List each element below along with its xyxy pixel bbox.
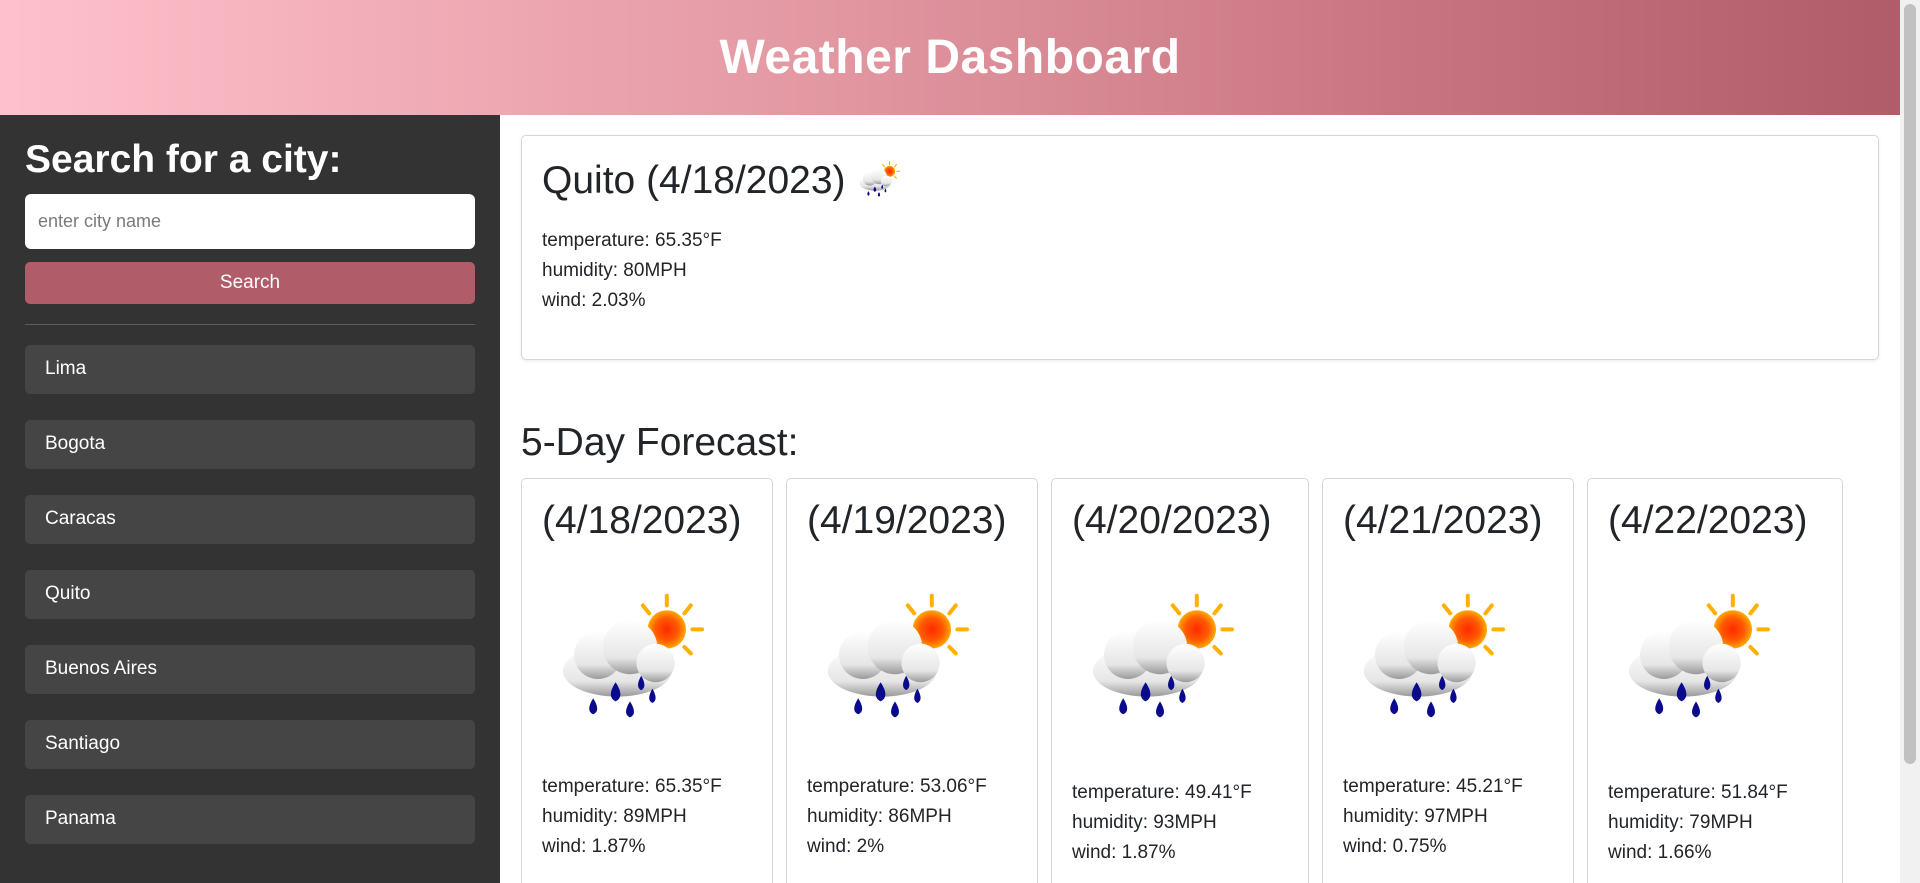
forecast-temperature: temperature: 45.21°F (1343, 776, 1523, 797)
forecast-temperature: temperature: 53.06°F (807, 776, 987, 797)
page-scrollbar[interactable] (1900, 0, 1920, 883)
city-item-quito[interactable]: Quito (25, 569, 475, 619)
current-title: Quito (4/18/2023) (542, 158, 1858, 204)
forecast-heading: 5-Day Forecast: (521, 421, 799, 464)
search-button[interactable]: Search (25, 261, 475, 304)
current-date: (4/18/2023) (646, 159, 846, 202)
app-header: Weather Dashboard (0, 0, 1900, 115)
forecast-stats: temperature: 45.21°F humidity: 97MPH win… (1343, 772, 1523, 862)
sidebar: Search for a city: Search Lima Bogota Ca… (0, 115, 500, 883)
current-wind: wind: 2.03% (542, 290, 646, 311)
rain-sun-icon (1616, 583, 1776, 743)
current-temperature: temperature: 65.35°F (542, 230, 722, 251)
city-item-caracas[interactable]: Caracas (25, 494, 475, 544)
forecast-row: (4/18/2023) temperature: 65.35°F humidit… (521, 478, 1856, 883)
forecast-wind: wind: 0.75% (1343, 836, 1447, 857)
rain-sun-icon (1351, 583, 1511, 743)
search-heading: Search for a city: (25, 138, 342, 181)
main-content: Quito (4/18/2023) temperature: 65.35°F h… (500, 115, 1900, 883)
forecast-temperature: temperature: 65.35°F (542, 776, 722, 797)
forecast-stats: temperature: 65.35°F humidity: 89MPH win… (542, 772, 722, 862)
current-weather-card: Quito (4/18/2023) temperature: 65.35°F h… (521, 135, 1879, 360)
forecast-date: (4/22/2023) (1608, 499, 1808, 542)
forecast-stats: temperature: 49.41°F humidity: 93MPH win… (1072, 778, 1252, 868)
forecast-wind: wind: 1.66% (1608, 842, 1712, 863)
city-item-lima[interactable]: Lima (25, 344, 475, 394)
forecast-date: (4/20/2023) (1072, 499, 1272, 542)
forecast-humidity: humidity: 97MPH (1343, 806, 1488, 827)
forecast-stats: temperature: 51.84°F humidity: 79MPH win… (1608, 778, 1788, 868)
forecast-wind: wind: 2% (807, 836, 885, 857)
forecast-humidity: humidity: 86MPH (807, 806, 952, 827)
city-item-bogota[interactable]: Bogota (25, 419, 475, 469)
current-city: Quito (542, 159, 636, 202)
forecast-card: (4/18/2023) temperature: 65.35°F humidit… (521, 478, 773, 883)
city-item-panama[interactable]: Panama (25, 794, 475, 844)
forecast-wind: wind: 1.87% (1072, 842, 1176, 863)
forecast-humidity: humidity: 79MPH (1608, 812, 1753, 833)
forecast-temperature: temperature: 51.84°F (1608, 782, 1788, 803)
rain-sun-icon (550, 583, 710, 743)
search-input[interactable] (25, 193, 475, 249)
forecast-card: (4/22/2023) temperature: 51.84°F humidit… (1587, 478, 1843, 883)
app-title: Weather Dashboard (719, 31, 1181, 84)
rain-sun-icon (815, 583, 975, 743)
rain-sun-icon (1080, 583, 1240, 743)
divider (25, 323, 475, 325)
forecast-humidity: humidity: 89MPH (542, 806, 687, 827)
forecast-card: (4/19/2023) temperature: 53.06°F humidit… (786, 478, 1038, 883)
forecast-date: (4/18/2023) (542, 499, 742, 542)
city-item-buenos-aires[interactable]: Buenos Aires (25, 644, 475, 694)
forecast-wind: wind: 1.87% (542, 836, 646, 857)
forecast-temperature: temperature: 49.41°F (1072, 782, 1252, 803)
search-history: Lima Bogota Caracas Quito Buenos Aires S… (25, 344, 475, 844)
scrollbar-thumb[interactable] (1904, 4, 1916, 764)
forecast-date: (4/19/2023) (807, 499, 1007, 542)
forecast-humidity: humidity: 93MPH (1072, 812, 1217, 833)
forecast-date: (4/21/2023) (1343, 499, 1543, 542)
forecast-stats: temperature: 53.06°F humidity: 86MPH win… (807, 772, 987, 862)
forecast-card: (4/20/2023) temperature: 49.41°F humidit… (1051, 478, 1309, 883)
rain-sun-icon (856, 158, 902, 204)
forecast-card: (4/21/2023) temperature: 45.21°F humidit… (1322, 478, 1574, 883)
city-item-santiago[interactable]: Santiago (25, 719, 475, 769)
current-humidity: humidity: 80MPH (542, 260, 687, 281)
